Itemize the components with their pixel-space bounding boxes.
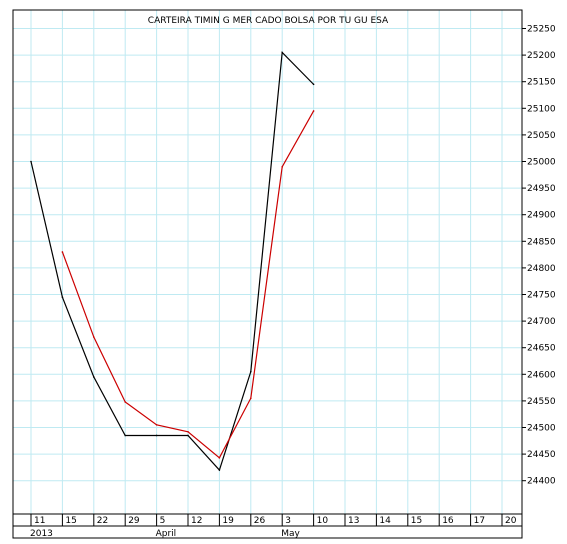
y-tick-label: 25050: [527, 131, 556, 141]
y-tick-label: 25250: [527, 25, 556, 35]
series-1-point: [312, 83, 315, 86]
y-tick-label: 25000: [527, 158, 556, 168]
x-axis-period-band: [12, 525, 523, 539]
x-tick-label: 29: [128, 516, 140, 526]
series-2-point: [155, 424, 158, 426]
y-tick-label: 24550: [527, 397, 556, 407]
y-tick-label: 24400: [527, 477, 556, 487]
y-tick-label: 24700: [527, 317, 556, 327]
x-tick-label: 15: [65, 516, 76, 526]
x-tick-label: 20: [505, 516, 517, 526]
series-1-point: [93, 376, 95, 378]
y-tick-label: 24450: [527, 450, 556, 460]
y-tick-label: 25100: [527, 104, 556, 114]
chart-title: CARTEIRA TIMIN G MER CADO BOLSA POR TU G…: [148, 16, 389, 26]
y-tick-label: 25150: [527, 78, 556, 88]
series-2-point: [218, 457, 221, 459]
series-2-point: [250, 397, 252, 400]
series-2-point: [93, 336, 95, 338]
y-axis: 24400 24450 24500 24550 24600 24650 24700 24750…: [522, 25, 556, 487]
y-tick-label: 24900: [527, 211, 556, 221]
y-tick-label: 24500: [527, 424, 556, 434]
series-1-point: [250, 370, 252, 373]
y-tick-label: 24800: [527, 264, 556, 274]
x-tick-label: 3: [285, 516, 291, 526]
x-tick-label: 16: [442, 516, 454, 526]
series-2-point: [61, 251, 64, 253]
y-tick-label: 24650: [527, 344, 556, 354]
y-tick-label: 25200: [527, 51, 556, 61]
series-2-point: [281, 166, 284, 168]
x-period-label: May: [281, 529, 300, 539]
x-period-label: 2013: [30, 529, 53, 539]
grid: [13, 10, 522, 514]
x-tick-label: 10: [317, 516, 329, 526]
x-tick-label: 19: [222, 516, 234, 526]
series-2-point: [312, 110, 315, 112]
x-tick-label: 11: [34, 516, 45, 526]
series-line-1: [30, 51, 315, 472]
series-2-point: [124, 401, 126, 403]
x-tick-label: 22: [97, 516, 108, 526]
series-1-point: [61, 296, 64, 298]
x-tick-label: 26: [254, 516, 266, 526]
series-1-point: [155, 434, 158, 437]
y-tick-label: 24850: [527, 237, 556, 247]
x-tick-label: 17: [474, 516, 485, 526]
y-tick-label: 24750: [527, 291, 556, 301]
x-period-label: April: [156, 529, 177, 539]
x-axis: 11 15 22 29 5 12 19 26 3 10 13 14 15 16 17 20 2013 April M…: [30, 514, 517, 539]
x-tick-label: 14: [379, 516, 391, 526]
y-tick-label: 24950: [527, 184, 556, 194]
series-2-point: [187, 430, 189, 433]
series-1-point: [218, 469, 221, 471]
series-1-point: [281, 51, 284, 54]
x-tick-label: 13: [348, 516, 359, 526]
series-1-point: [124, 434, 126, 437]
frame: [12, 9, 523, 539]
x-tick-label: 12: [191, 516, 202, 526]
x-tick-label: 15: [411, 516, 422, 526]
x-tick-label: 5: [160, 516, 166, 526]
series-group: [30, 51, 315, 472]
y-tick-label: 24600: [527, 370, 556, 380]
series-1-point: [30, 160, 32, 163]
series-1-point: [187, 434, 189, 437]
